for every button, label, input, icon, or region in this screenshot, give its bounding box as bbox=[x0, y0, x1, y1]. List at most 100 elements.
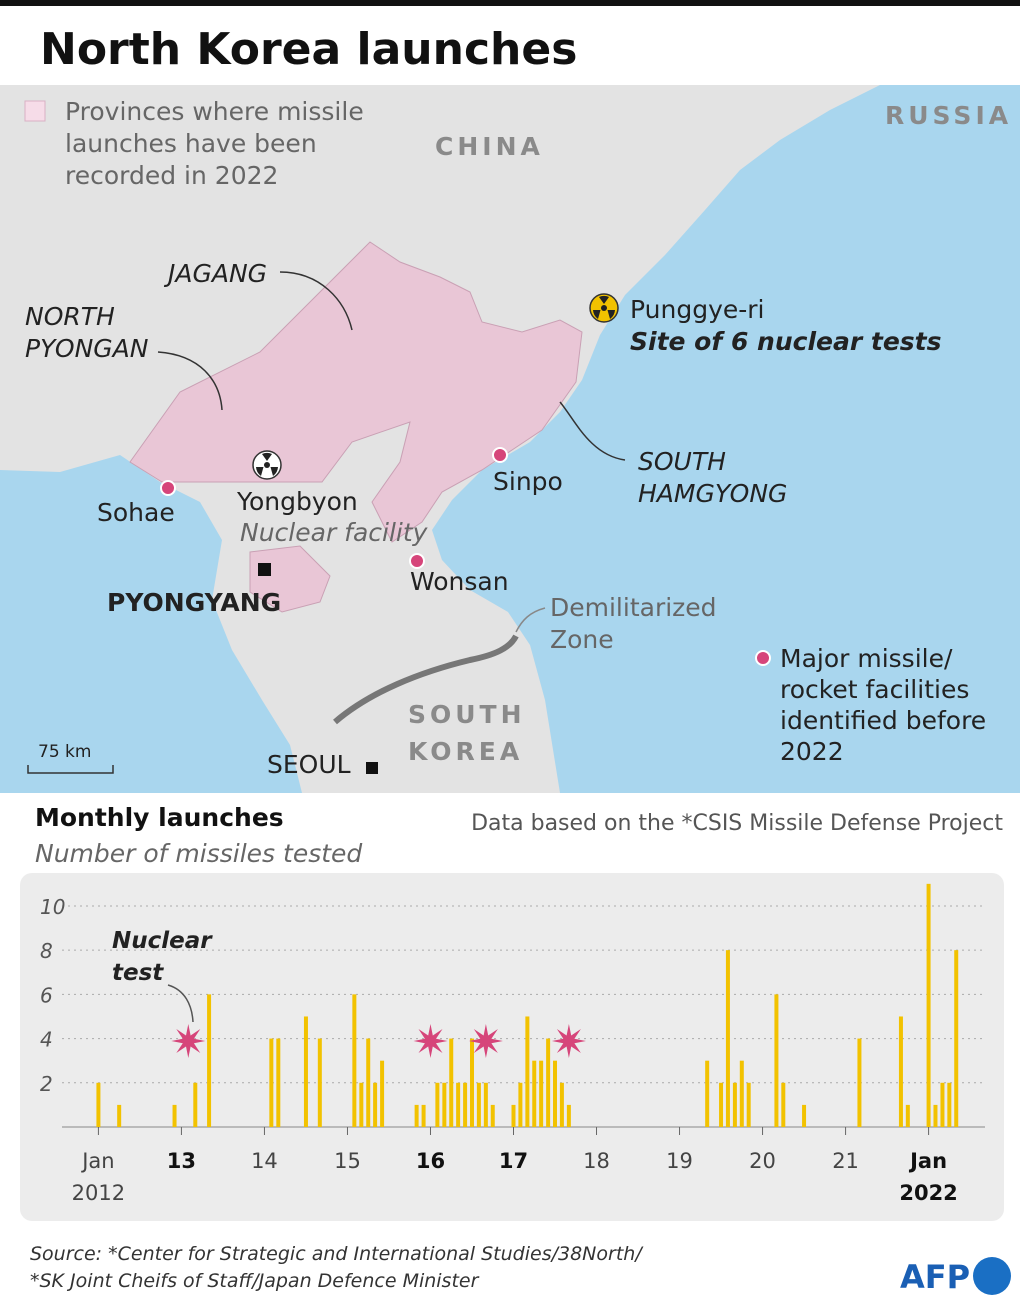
title: North Korea launches bbox=[40, 24, 577, 75]
bar bbox=[414, 1104, 419, 1127]
source: *SK Joint Cheifs of Staff/Japan Defence … bbox=[30, 1270, 480, 1292]
bar bbox=[546, 1038, 551, 1127]
radiation-icon bbox=[589, 293, 619, 323]
city-label: PYONGYANG bbox=[107, 588, 281, 617]
capital-marker bbox=[366, 762, 378, 774]
x-tick-label: 13 bbox=[166, 1149, 197, 1173]
bar bbox=[553, 1060, 558, 1127]
country-label: RUSSIA bbox=[885, 101, 1012, 130]
x-tick-label: 17 bbox=[498, 1149, 529, 1173]
x-tick-label: Jan 2022 bbox=[899, 1149, 958, 1205]
top-rule bbox=[0, 0, 1020, 6]
dmz-label: Demilitarized bbox=[550, 593, 717, 622]
legend-text: 2022 bbox=[780, 737, 844, 766]
callout bbox=[559, 401, 626, 461]
nuclear-test bbox=[551, 1024, 586, 1058]
province-label: JAGANG bbox=[163, 259, 267, 288]
bar bbox=[456, 1082, 461, 1127]
x-tick-label: 21 bbox=[832, 1149, 859, 1173]
legend-text: launches have been bbox=[65, 129, 317, 158]
annotation: Nuclear test bbox=[112, 928, 212, 986]
province-label: NORTH bbox=[25, 302, 115, 331]
bar bbox=[380, 1060, 385, 1127]
bar bbox=[905, 1104, 910, 1127]
x-tick-label: 18 bbox=[583, 1149, 610, 1173]
bar bbox=[525, 1016, 530, 1127]
bar bbox=[940, 1082, 945, 1127]
y-tick-label: 6 bbox=[40, 983, 53, 1007]
city-label: SEOUL bbox=[267, 750, 351, 779]
dmz-label: Zone bbox=[550, 625, 614, 654]
y-tick-label: 8 bbox=[40, 939, 53, 963]
bar bbox=[947, 1082, 952, 1127]
site-label: Wonsan bbox=[410, 567, 509, 596]
bar bbox=[532, 1060, 537, 1127]
country-label: KOREA bbox=[408, 737, 523, 766]
x-tick-label: 14 bbox=[251, 1149, 278, 1173]
x-tick-label: 20 bbox=[749, 1149, 776, 1173]
bar bbox=[725, 950, 730, 1127]
bar bbox=[559, 1082, 564, 1127]
bar bbox=[933, 1104, 938, 1127]
legend-text: identified before bbox=[780, 706, 986, 735]
legend-text: recorded in 2022 bbox=[65, 161, 278, 190]
bar bbox=[317, 1038, 322, 1127]
province-label: SOUTH bbox=[638, 447, 726, 476]
x-tick-label: 19 bbox=[666, 1149, 693, 1173]
legend-text: Provinces where missile bbox=[65, 97, 364, 126]
y-tick-label: 10 bbox=[40, 895, 65, 919]
legend-swatch bbox=[24, 100, 46, 122]
bar bbox=[96, 1082, 101, 1127]
site-note: Site of 6 nuclear tests bbox=[630, 327, 942, 356]
site-label: Yongbyon bbox=[236, 487, 358, 516]
logo: AFP bbox=[900, 1258, 970, 1296]
bar bbox=[566, 1104, 571, 1127]
capital-marker bbox=[258, 563, 271, 576]
callout bbox=[157, 351, 223, 411]
bar bbox=[269, 1038, 274, 1127]
x-tick-label: 15 bbox=[334, 1149, 361, 1173]
bar bbox=[352, 994, 357, 1127]
bar bbox=[926, 883, 931, 1127]
province-area bbox=[129, 241, 583, 543]
plot: 2 4 6 8 10 bbox=[40, 883, 985, 1135]
bar bbox=[490, 1104, 495, 1127]
map: Provinces where missile launches have be… bbox=[0, 85, 1020, 793]
scale-label: 75 km bbox=[38, 742, 91, 762]
bar bbox=[483, 1082, 488, 1127]
province-label: HAMGYONG bbox=[638, 479, 787, 508]
bar bbox=[366, 1038, 371, 1127]
bar bbox=[421, 1104, 426, 1127]
bar bbox=[303, 1016, 308, 1127]
facility-dots bbox=[160, 447, 771, 666]
bar bbox=[463, 1082, 468, 1127]
chart-subtitle: Number of missiles tested bbox=[35, 839, 362, 868]
legend-text: rocket facilities bbox=[780, 675, 969, 704]
scale-bar bbox=[27, 765, 114, 774]
y-tick-label: 4 bbox=[40, 1028, 53, 1052]
site-note: Nuclear facility bbox=[240, 518, 429, 547]
chart-panel bbox=[20, 873, 1004, 1221]
bar bbox=[719, 1082, 724, 1127]
bar bbox=[739, 1060, 744, 1127]
bar bbox=[746, 1082, 751, 1127]
legend-text: Major missile/ bbox=[780, 644, 953, 673]
bar bbox=[193, 1082, 198, 1127]
nuclear-test bbox=[413, 1024, 448, 1058]
bar bbox=[732, 1082, 737, 1127]
nuclear-test bbox=[171, 1024, 206, 1058]
chart-note: Data based on the *CSIS Missile Defense … bbox=[471, 811, 1003, 836]
bar bbox=[539, 1060, 544, 1127]
nuclear-test bbox=[468, 1024, 503, 1058]
bar bbox=[518, 1082, 523, 1127]
x-tick-label: Jan 2012 bbox=[71, 1149, 126, 1205]
bar bbox=[207, 994, 212, 1127]
bar bbox=[449, 1038, 454, 1127]
bar bbox=[511, 1104, 516, 1127]
bar bbox=[857, 1038, 862, 1127]
province-label: PYONGAN bbox=[25, 334, 149, 363]
y-tick-label: 2 bbox=[40, 1072, 53, 1096]
site-label: Sinpo bbox=[493, 467, 563, 496]
